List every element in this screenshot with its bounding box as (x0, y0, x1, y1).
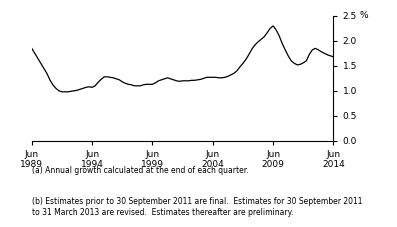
Y-axis label: %: % (359, 11, 368, 20)
Text: (b) Estimates prior to 30 September 2011 are final.  Estimates for 30 September : (b) Estimates prior to 30 September 2011… (32, 197, 362, 217)
Text: (a) Annual growth calculated at the end of each quarter.: (a) Annual growth calculated at the end … (32, 166, 249, 175)
